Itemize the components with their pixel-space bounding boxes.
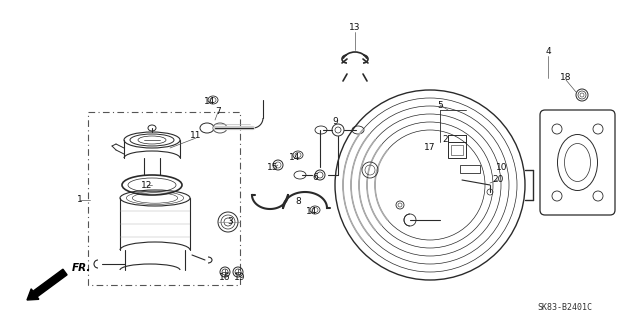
Text: 1: 1 (77, 196, 83, 204)
Text: 9: 9 (332, 117, 338, 127)
Text: 2: 2 (442, 136, 448, 145)
Text: 4: 4 (545, 48, 551, 56)
Text: 16: 16 (220, 273, 231, 283)
Text: 18: 18 (560, 73, 572, 83)
Text: 14: 14 (204, 98, 216, 107)
Text: SK83-B2401C: SK83-B2401C (538, 303, 593, 313)
Text: 12: 12 (141, 181, 153, 189)
FancyArrow shape (27, 269, 67, 300)
Bar (88, 112, 240, 285)
Text: 13: 13 (349, 24, 361, 33)
Text: 11: 11 (190, 131, 202, 140)
Text: 5: 5 (437, 100, 443, 109)
Text: 6: 6 (312, 174, 318, 182)
Text: FR.: FR. (72, 263, 92, 273)
Text: 19: 19 (234, 273, 246, 283)
Text: 14: 14 (289, 153, 301, 162)
Bar (460, 165, 480, 173)
Text: 20: 20 (492, 175, 504, 184)
Bar (451, 145, 463, 155)
Text: 10: 10 (496, 164, 508, 173)
Text: 3: 3 (227, 218, 233, 226)
Text: 17: 17 (424, 144, 436, 152)
Text: 15: 15 (268, 164, 279, 173)
Text: 7: 7 (215, 108, 221, 116)
Bar (448, 142, 466, 158)
Text: 8: 8 (295, 197, 301, 206)
Text: 14: 14 (307, 207, 317, 217)
